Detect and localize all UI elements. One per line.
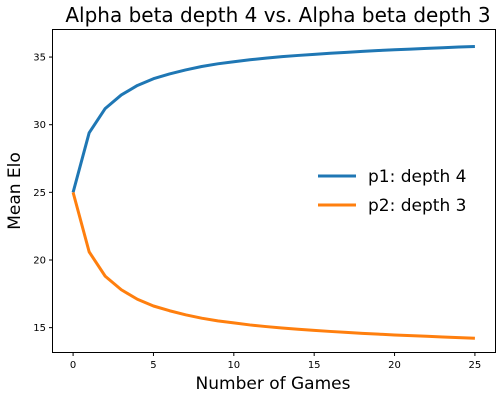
plot-frame (52, 29, 496, 353)
x-tick-label: 10 (227, 360, 240, 371)
x-tick-label: 15 (308, 360, 321, 371)
x-tick-label: 0 (70, 360, 76, 371)
series-line-1 (71, 45, 475, 193)
y-axis-label: Mean Elo (5, 152, 25, 230)
legend-label-1: p1: depth 4 (368, 167, 466, 187)
x-tick-label: 25 (469, 360, 482, 371)
series-layer (71, 45, 475, 340)
y-tick-label: 35 (33, 53, 46, 64)
y-tick-label: 20 (33, 256, 46, 267)
y-tick-label: 30 (33, 120, 46, 131)
y-tick-label: 15 (33, 323, 46, 334)
y-tick-label: 25 (33, 188, 46, 199)
y-axis-ticks: 15 20 25 30 35 (33, 53, 53, 334)
chart-title: Alpha beta depth 4 vs. Alpha beta depth … (65, 3, 490, 27)
x-axis-ticks: 0 5 10 15 20 25 (70, 352, 481, 371)
x-tick-label: 20 (388, 360, 401, 371)
legend-label-2: p2: depth 3 (368, 196, 466, 216)
legend: p1: depth 4 p2: depth 3 (318, 167, 466, 216)
series-line-2 (71, 191, 475, 340)
x-tick-label: 5 (150, 360, 156, 371)
x-axis-label: Number of Games (196, 374, 351, 394)
